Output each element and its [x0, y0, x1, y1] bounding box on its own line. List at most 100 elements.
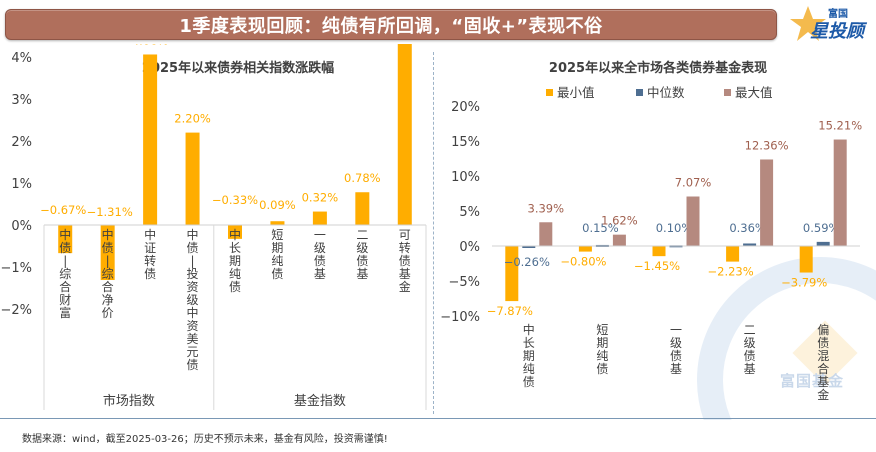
- chart2-data-label: −7.87%: [487, 304, 533, 318]
- chart2-x-tick-label-char: 期: [523, 349, 535, 363]
- chart1-bar: [397, 44, 412, 225]
- chart2-x-tick-label-char: 债: [670, 349, 682, 363]
- chart1-bar: [100, 225, 115, 281]
- footer-note: 数据来源：wind，截至2025-03-26；历史不预示未来，基金有风险，投资需…: [22, 434, 388, 445]
- chart1-x-tick-label-char: 纯: [271, 254, 283, 268]
- chart1-x-tick-label-char: 基: [399, 267, 411, 281]
- chart2-y-tick: 10%: [451, 170, 480, 185]
- chart2-y-tick: 15%: [451, 135, 480, 150]
- chart2-data-label: −0.80%: [560, 255, 606, 269]
- chart2-bar: [505, 246, 519, 302]
- chart1-group-label: 市场指数: [103, 393, 155, 409]
- chart1-x-tick-label-char: 价: [102, 306, 114, 320]
- chart2-x-tick-label-char: 级: [744, 336, 756, 350]
- chart1-data-label: 4.06%: [132, 44, 169, 47]
- logo-small-text: 富国: [828, 9, 848, 20]
- chart2-x-tick-label-char: 基: [817, 375, 829, 389]
- chart1-bar: [143, 54, 158, 226]
- chart1-x-tick-label-char: 债: [229, 280, 241, 294]
- chart1-data-label: 0.09%: [259, 198, 296, 212]
- chart1-x-tick-label-char: 债: [399, 254, 411, 268]
- chart2-x-tick-label-char: 级: [670, 336, 682, 350]
- chart1-bar: [270, 221, 285, 225]
- chart2-x-tick-label-char: 二: [744, 323, 756, 337]
- chart2-legend-swatch: [636, 89, 643, 96]
- chart1-x-tick-label-char: 转: [144, 253, 156, 268]
- chart1-x-tick-label-char: 合: [102, 279, 114, 294]
- chart1-bar: [355, 192, 370, 225]
- chart2-x-tick-label-char: 长: [523, 336, 535, 350]
- chart1-data-label: 0.32%: [302, 191, 339, 205]
- chart-divider: [433, 52, 434, 414]
- chart2-legend-label: 最小值: [557, 85, 595, 100]
- chart1-x-tick-label-char: 债: [356, 254, 368, 268]
- chart2-title: 2025年以来全市场各类债券基金表现: [549, 60, 767, 76]
- chart2-y-tick: −10%: [440, 310, 480, 325]
- chart2-bar: [760, 159, 774, 246]
- chart2-y-axis: 20% 15% 10% 5% 0% −5% −10%: [440, 100, 480, 325]
- chart1-x-tick-label-char: 中: [144, 227, 156, 242]
- chart2-x-tick-label-char: 中: [523, 322, 535, 337]
- chart2-x-tick-label-char: 金: [817, 387, 829, 402]
- chart1-x-tick-label-char: 综: [102, 267, 114, 281]
- chart2-data-label: −0.26%: [504, 255, 550, 269]
- chart2-x-tick-label-char: 短: [596, 323, 608, 337]
- chart2-x-tick-label-char: 期: [596, 336, 608, 350]
- chart2-x-tick-label-char: 债: [523, 375, 535, 389]
- banner-title: 1季度表现回顾：纯债有所回调，“固收+”表现不俗: [179, 15, 603, 37]
- chart1-x-tick-label-char: 可: [399, 228, 411, 242]
- chart2-bar: [578, 246, 592, 252]
- chart1-x-tick-label-char: 级: [187, 293, 199, 307]
- chart1-bar: [228, 225, 242, 239]
- chart2-x-tick-label-char: 基: [670, 362, 682, 376]
- chart1-x-tick-label-char: 资: [187, 280, 199, 294]
- chart2-bar: [743, 243, 757, 246]
- chart1-x-tick-label-char: 中: [59, 227, 71, 242]
- chart1-x-tick-label-char: 合: [59, 279, 71, 294]
- chart1-x-tick-label-char: 债: [102, 241, 114, 255]
- chart1-x-tick-label-char: 资: [187, 319, 199, 333]
- chart1-x-tick-label-char: 债: [314, 254, 326, 268]
- chart1-x-axis: 中债|综合财富中债|综合净价中证转债中债|投资级中资美元债中长期纯债短期纯债一级…: [43, 224, 427, 410]
- chart2-x-tick-label-char: 基: [744, 362, 756, 376]
- chart2-x-tick-label-char: 偏: [817, 322, 829, 337]
- footer-divider: [0, 418, 876, 419]
- chart1-x-tick-label-char: 富: [59, 305, 71, 320]
- chart1-x-tick-label-char: 金: [399, 279, 411, 294]
- chart2-bar: [833, 139, 847, 246]
- chart1-y-tick: 2%: [11, 135, 32, 150]
- chart1-bars: −0.67%−1.31% 4.06% 2.20% −0.33%0.09% 0.32% 0.…: [40, 44, 412, 281]
- chart1-x-tick-label-char: 二: [356, 228, 368, 242]
- chart2-bars: −7.87% −0.26% 3.39% −0.80% 0.15%1.62% −1.45% 0…: [487, 119, 862, 319]
- chart2-data-label: 0.15%: [582, 221, 619, 235]
- chart2-legend-label: 中位数: [647, 85, 685, 100]
- chart1-title: 2025年以来债券相关指数涨跌幅: [142, 60, 334, 76]
- watermark-text: 富国基金: [780, 372, 845, 390]
- chart2-legend-swatch: [546, 89, 553, 96]
- charts-canvas: 2025年以来债券相关指数涨跌幅 6%5%4%3%2%1%0%−1%−2% −0…: [0, 44, 862, 410]
- chart1-x-tick-label-char: 基: [356, 267, 368, 281]
- chart2-legend: 最小值 中位数 最大值: [546, 85, 773, 100]
- chart1-x-tick-label-char: 级: [356, 241, 368, 255]
- chart1-x-tick-label-char: 元: [187, 345, 199, 359]
- chart1-data-label: −0.33%: [212, 193, 258, 207]
- chart2-data-label: 7.07%: [675, 176, 712, 190]
- chart1-bar: [185, 132, 200, 225]
- chart2-legend-swatch: [724, 89, 731, 96]
- chart2-legend-label: 最大值: [735, 85, 773, 100]
- chart2-data-label: −2.23%: [708, 265, 754, 279]
- chart1-x-tick-label-char: 级: [314, 241, 326, 255]
- chart2-y-tick: 20%: [451, 100, 480, 115]
- chart1-x-tick-label-char: 财: [59, 293, 71, 307]
- star-icon: [790, 6, 826, 41]
